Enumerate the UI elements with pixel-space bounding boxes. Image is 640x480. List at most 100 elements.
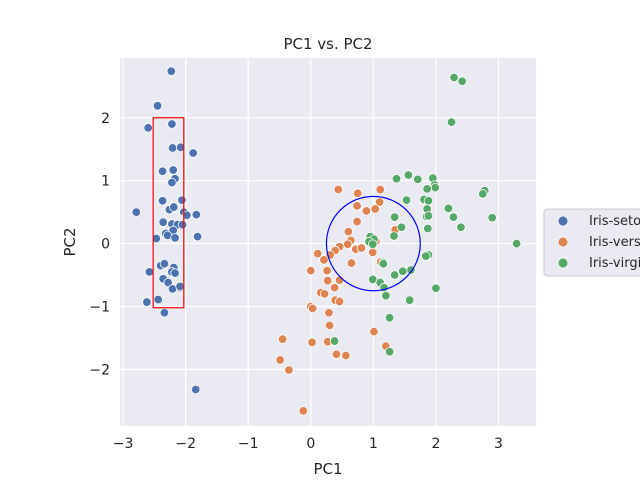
legend-label-setosa: Iris-setosa — [589, 214, 640, 229]
point-virginica — [423, 211, 434, 221]
y-axis-label: PC2 — [61, 227, 79, 256]
point-versicolor — [312, 248, 323, 259]
point-versicolor — [275, 355, 285, 365]
point-virginica — [456, 222, 466, 232]
point-versicolor — [369, 326, 379, 337]
point-virginica — [446, 117, 457, 127]
point-setosa — [163, 277, 173, 288]
point-virginica — [421, 251, 431, 261]
point-setosa — [177, 195, 187, 205]
point-setosa — [175, 281, 185, 292]
point-versicolor — [368, 247, 378, 258]
point-setosa — [166, 66, 176, 76]
point-virginica — [389, 231, 399, 241]
point-setosa — [167, 143, 178, 153]
legend-marker-versicolor — [557, 236, 569, 248]
point-versicolor — [346, 258, 357, 268]
y-tick-label: 2 — [101, 111, 110, 127]
point-versicolor — [306, 265, 316, 276]
point-virginica — [413, 174, 423, 185]
point-setosa — [168, 165, 178, 175]
grid-lines — [120, 58, 536, 426]
x-tick-label: 3 — [494, 436, 503, 452]
point-versicolor — [374, 197, 385, 207]
legend-label-versicolor: Iris-versicolor — [589, 235, 640, 250]
point-versicolor — [319, 289, 330, 299]
point-setosa — [177, 220, 188, 230]
point-setosa — [169, 202, 179, 212]
legend-marker-setosa — [557, 215, 569, 227]
point-virginica — [430, 182, 440, 193]
point-setosa — [167, 177, 177, 188]
tick-labels: −3 −2 −1 0 1 2 3 −2 −1 0 1 2 — [89, 111, 503, 452]
point-versicolor — [324, 308, 334, 318]
point-versicolor — [322, 275, 333, 286]
point-virginica — [396, 222, 407, 232]
point-setosa — [151, 233, 161, 244]
x-tick-label: 1 — [369, 436, 378, 452]
point-versicolor — [356, 243, 367, 253]
point-virginica — [457, 76, 467, 86]
x-tick-label: −3 — [113, 436, 134, 452]
point-versicolor — [352, 201, 362, 211]
point-setosa — [152, 101, 163, 111]
point-versicolor — [319, 255, 329, 265]
point-virginica — [384, 313, 395, 323]
point-setosa — [159, 259, 170, 269]
point-setosa — [142, 297, 152, 307]
point-versicolor — [307, 303, 318, 314]
point-versicolor — [375, 184, 385, 195]
point-versicolor — [277, 334, 288, 344]
y-tick-label: 1 — [101, 174, 110, 190]
data-points — [131, 66, 522, 416]
point-virginica — [398, 266, 408, 276]
legend-marker-virginica — [557, 257, 569, 269]
point-versicolor — [341, 350, 351, 361]
point-virginica — [384, 347, 395, 357]
point-virginica — [431, 283, 441, 293]
legend-box — [543, 208, 640, 277]
point-setosa — [157, 166, 168, 176]
x-tick-label: −2 — [175, 436, 196, 452]
highlight-circle — [325, 195, 421, 292]
point-virginica — [368, 239, 378, 249]
y-tick-label: −2 — [89, 362, 110, 378]
point-setosa — [159, 308, 170, 318]
x-tick-label: 0 — [306, 436, 315, 452]
point-virginica — [511, 238, 522, 249]
point-setosa — [192, 231, 203, 242]
point-virginica — [443, 203, 454, 214]
point-virginica — [423, 223, 433, 234]
point-versicolor — [322, 265, 332, 276]
point-virginica — [404, 295, 415, 305]
point-setosa — [170, 233, 180, 243]
point-virginica — [329, 336, 340, 346]
point-virginica — [378, 259, 389, 269]
legend-label-virginica: Iris-virginica — [589, 256, 640, 271]
point-virginica — [422, 184, 432, 194]
point-setosa — [170, 268, 180, 278]
point-setosa — [143, 123, 153, 133]
point-versicolor — [307, 337, 317, 348]
x-axis-label: PC1 — [313, 460, 342, 478]
point-setosa — [144, 267, 155, 277]
point-setosa — [191, 209, 202, 220]
x-tick-label: 2 — [431, 436, 440, 452]
point-virginica — [389, 270, 400, 280]
point-virginica — [403, 170, 414, 180]
point-versicolor — [343, 226, 354, 237]
point-versicolor — [331, 349, 342, 359]
point-versicolor — [353, 188, 363, 198]
point-virginica — [391, 174, 402, 184]
y-tick-label: −1 — [89, 299, 110, 315]
point-setosa — [131, 207, 141, 217]
point-setosa — [157, 196, 168, 206]
point-setosa — [175, 142, 186, 153]
point-setosa — [182, 210, 192, 220]
point-versicolor — [361, 206, 372, 216]
point-versicolor — [334, 296, 345, 307]
legend: Iris-setosa Iris-versicolor Iris-virgini… — [543, 208, 640, 277]
point-setosa — [188, 148, 198, 158]
point-versicolor — [284, 365, 294, 375]
